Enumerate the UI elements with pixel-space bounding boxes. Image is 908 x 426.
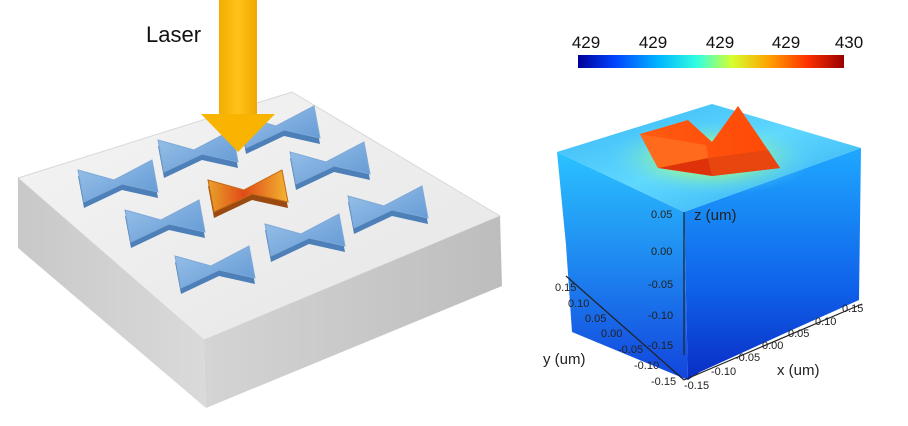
bowtie-antenna	[157, 129, 239, 173]
heated-bowtie-antenna	[207, 169, 289, 213]
z-tick: -0.05	[648, 279, 674, 291]
z-tick: 0.05	[651, 209, 673, 221]
x-axis-title: x (um)	[777, 362, 820, 379]
z-axis-title: z (um)	[694, 207, 737, 224]
bowtie-antenna	[77, 159, 159, 203]
x-tick: -0.10	[711, 366, 737, 378]
x-tick: 0.00	[762, 340, 784, 352]
x-tick: 0.10	[815, 316, 837, 328]
z-tick: 0.00	[651, 246, 673, 258]
laser-beam-arrow	[201, 0, 275, 152]
colorbar-tick: 429	[705, 33, 735, 52]
y-axis-line	[565, 275, 685, 381]
bowtie-antenna	[347, 185, 429, 229]
plot-axes	[565, 212, 863, 381]
y-tick: 0.10	[568, 298, 590, 310]
z-tick: -0.10	[648, 310, 674, 322]
y-tick: -0.15	[651, 376, 677, 388]
bowtie-antenna	[174, 245, 256, 289]
substrate-block	[16, 91, 502, 408]
colorbar-tick: 429	[638, 33, 668, 52]
bowtie-antenna	[124, 199, 206, 243]
colorbar-tick: 430	[834, 33, 864, 52]
x-tick: 0.05	[788, 328, 810, 340]
bowtie-antenna	[289, 141, 371, 185]
y-tick: -0.05	[618, 344, 644, 356]
x-tick: -0.05	[735, 352, 761, 364]
laser-label: Laser	[146, 22, 202, 47]
colorbar-tick: 429	[571, 33, 601, 52]
colorbar-tick: 429	[771, 33, 801, 52]
z-tick: -0.15	[648, 340, 674, 352]
y-tick: 0.15	[555, 282, 577, 294]
bowtie-antenna	[239, 105, 321, 149]
x-axis-line	[683, 303, 863, 381]
x-tick: -0.15	[684, 380, 710, 392]
y-tick: 0.05	[585, 313, 607, 325]
bowtie-antenna	[264, 213, 346, 257]
y-tick: -0.10	[634, 360, 660, 372]
temperature-surface	[557, 104, 861, 380]
bowtie-antenna-array	[77, 105, 429, 294]
y-tick: 0.00	[601, 328, 623, 340]
y-axis-title: y (um)	[543, 351, 586, 368]
colorbar	[578, 55, 844, 68]
x-tick: 0.15	[842, 303, 864, 315]
